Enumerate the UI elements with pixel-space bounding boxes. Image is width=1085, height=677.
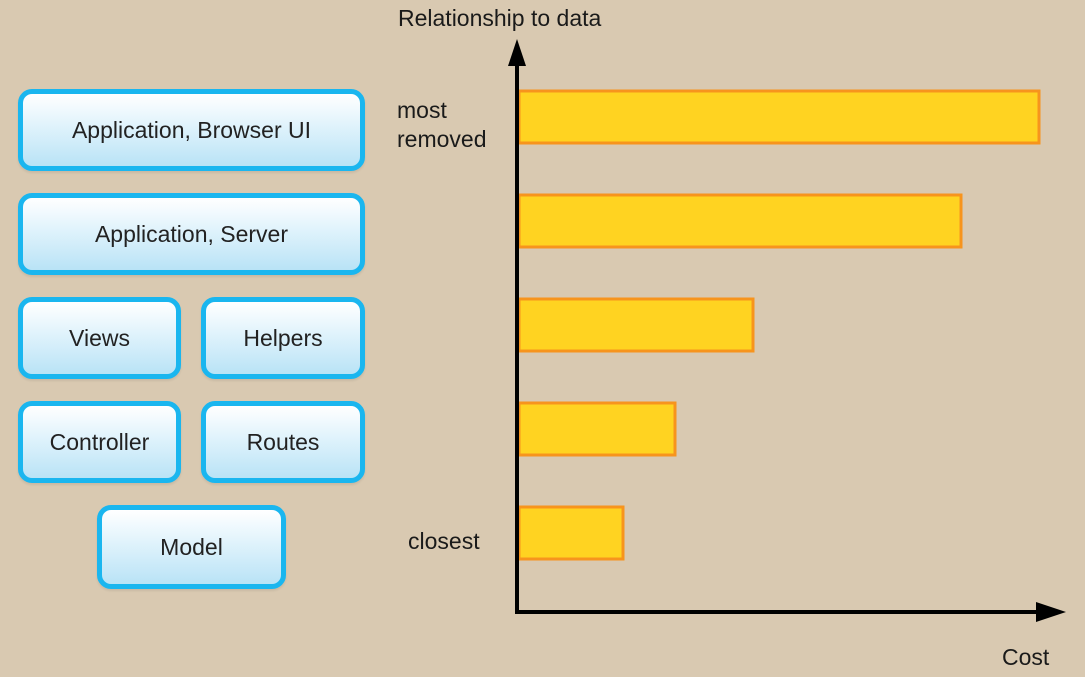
views-label: Views: [69, 324, 130, 351]
bar-1: [517, 89, 1041, 145]
application-browser-ui-box: Application, Browser UI: [18, 89, 365, 171]
routes-label: Routes: [246, 428, 320, 455]
bar-5: [517, 505, 625, 561]
model-box: Model: [97, 505, 286, 589]
y-tick-label-closest: closest: [408, 528, 480, 554]
x-axis-title: Cost: [1002, 644, 1050, 670]
controller-label: Controller: [49, 428, 150, 455]
x-axis-arrowhead: [1036, 602, 1066, 622]
bars-group: [517, 89, 1041, 561]
routes-box: Routes: [201, 401, 365, 483]
model-label: Model: [160, 533, 223, 560]
helpers-box: Helpers: [201, 297, 365, 379]
application-browser-ui-label: Application, Browser UI: [71, 116, 312, 143]
bar-4: [517, 401, 677, 457]
y-axis-title: Relationship to data: [398, 5, 602, 31]
application-server-label: Application, Server: [94, 220, 289, 247]
bar-3: [517, 297, 755, 353]
controller-box: Controller: [18, 401, 181, 483]
helpers-label: Helpers: [243, 324, 323, 351]
application-server-box: Application, Server: [18, 193, 365, 275]
y-tick-label-most-removed: most removed: [397, 97, 487, 152]
y-axis-arrowhead: [508, 39, 526, 66]
bar-2: [517, 193, 963, 249]
views-box: Views: [18, 297, 181, 379]
